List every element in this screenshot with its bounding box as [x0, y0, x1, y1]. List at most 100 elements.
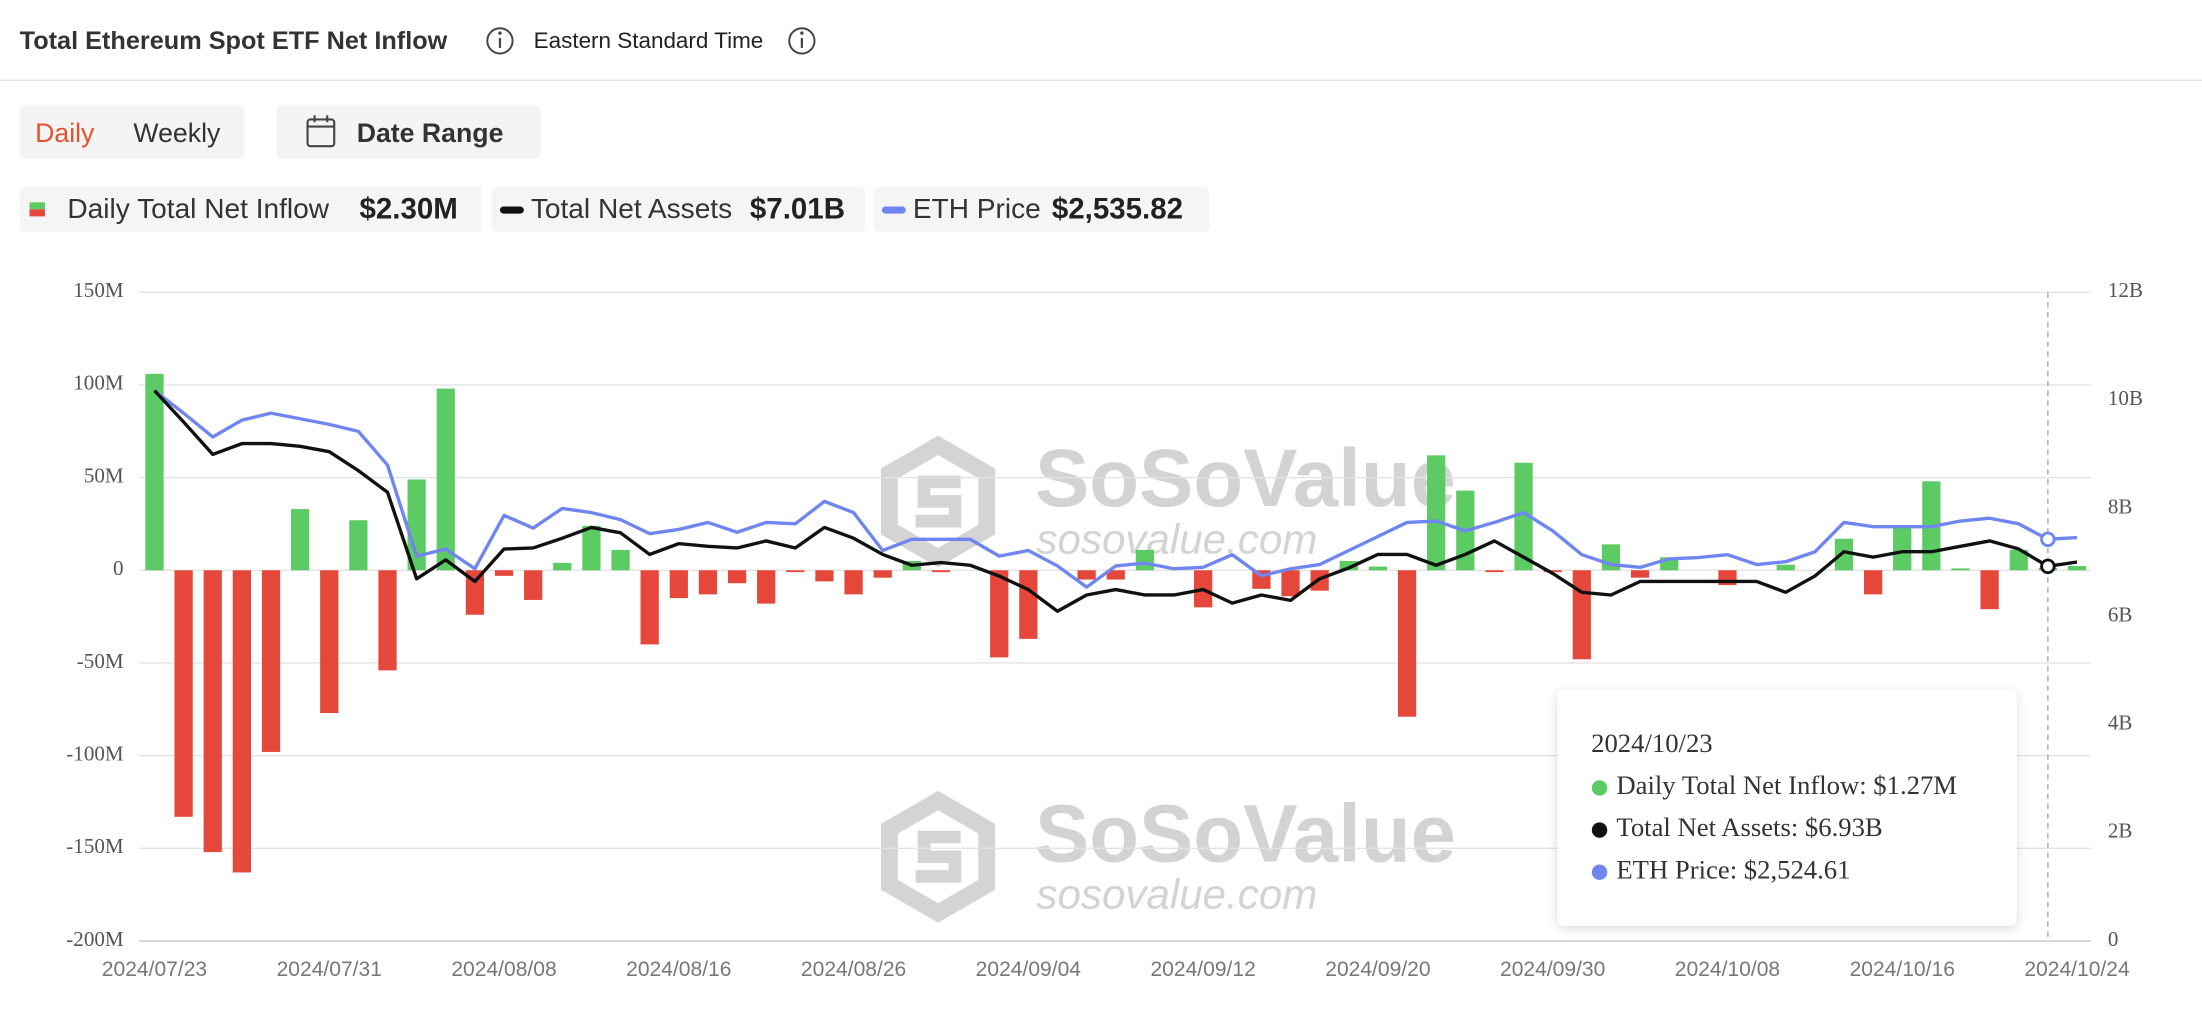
y-tick-label: 100M [73, 371, 124, 395]
tooltip-dot [1591, 822, 1608, 838]
y-tick-label: 150M [73, 278, 124, 302]
tooltip-dot [1591, 864, 1608, 880]
bar [873, 570, 892, 578]
tab-weekly[interactable]: Weekly [133, 118, 221, 148]
y-tick-label: -150M [66, 834, 124, 858]
bar [698, 570, 718, 595]
legend-swatch [499, 206, 524, 214]
legend-chip [19, 186, 482, 232]
hover-point [2040, 558, 2056, 575]
bar [524, 570, 543, 600]
bar [1077, 570, 1096, 580]
logo-s [915, 475, 962, 528]
legend-name: Total Net Assets [531, 193, 732, 224]
bar [320, 570, 339, 714]
bar [844, 570, 863, 595]
legend-swatch [881, 206, 906, 214]
bar [145, 373, 164, 571]
x-tick-label: 2024/10/08 [1675, 958, 1780, 981]
x-tick-label: 2024/09/12 [1150, 958, 1255, 981]
watermark-site: sosovalue.com [1036, 871, 1317, 918]
tooltip-date: 2024/10/23 [1591, 728, 1713, 758]
bar [1485, 570, 1504, 573]
watermark-brand: SoSoValue [1035, 433, 1456, 524]
bar [1427, 455, 1446, 571]
bar [1135, 549, 1155, 571]
bar [1893, 525, 1912, 571]
x-tick-label: 2024/09/20 [1325, 958, 1430, 981]
bar [1397, 570, 1417, 717]
watermark: SoSoValuesosovalue.comSoSoValuesosovalue… [881, 433, 1456, 923]
y2-tick-label: 10B [2108, 386, 2143, 410]
bar [1980, 570, 1999, 610]
tooltip-item: Total Net Assets: $6.93B [1616, 812, 1882, 842]
legend-name: Daily Total Net Inflow [67, 193, 329, 224]
bar [465, 570, 485, 615]
legend-chip [873, 186, 1210, 232]
x-tick-label: 2024/10/24 [2024, 958, 2130, 981]
y-tick-label: 0 [113, 556, 124, 580]
legend-value: $2,535.82 [1052, 193, 1183, 226]
hover-point [2040, 531, 2056, 548]
bar [1630, 570, 1650, 578]
watermark-logo [881, 790, 996, 923]
plot: 150M 100M 50M 0 -50M -100M -150M -200M 12B 10B 8B 6… [66, 278, 2143, 981]
bar [640, 570, 659, 645]
watermark-site: sosovalue.com [1036, 515, 1317, 562]
x-tick-label: 2024/07/23 [102, 958, 207, 981]
bar [1106, 570, 1125, 580]
watermark-logo [881, 435, 996, 568]
date-range-label[interactable]: Date Range [357, 118, 504, 148]
bar [1514, 462, 1533, 571]
bar [261, 570, 281, 752]
bar [174, 570, 193, 817]
bar [349, 520, 368, 571]
y2-tick-label: 12B [2108, 278, 2143, 302]
logo-hex [881, 790, 996, 923]
bar [2009, 549, 2028, 571]
y-tick-label: -100M [66, 741, 124, 765]
bar [1834, 538, 1854, 571]
bar [407, 479, 426, 571]
bar [1776, 564, 1795, 571]
bar [232, 570, 251, 873]
logo-s [915, 830, 962, 883]
line [153, 389, 2078, 613]
y2-tick-label: 4B [2108, 711, 2133, 735]
y2-tick-label: 0 [2108, 927, 2119, 951]
info-icon[interactable] [788, 27, 816, 55]
bar [611, 549, 630, 571]
line [153, 389, 2078, 589]
tooltip [1557, 689, 2017, 926]
tab-daily[interactable]: Daily [35, 118, 95, 148]
x-tick-label: 2024/09/04 [976, 958, 1082, 981]
y2-tick-label: 6B [2108, 602, 2133, 626]
bar [990, 570, 1009, 658]
info-icon[interactable] [486, 27, 514, 55]
calendar-icon [306, 115, 336, 148]
x-tick-label: 2024/09/30 [1500, 958, 1605, 981]
x-tick-label: 2024/08/26 [801, 958, 906, 981]
legend-value: $7.01B [750, 193, 845, 226]
bar [1572, 570, 1591, 660]
bar [757, 570, 776, 604]
bar [582, 525, 601, 571]
logo-hex [881, 435, 996, 568]
legend-chip [491, 186, 866, 232]
bar [1951, 568, 1970, 571]
date-range-button[interactable] [276, 105, 541, 159]
bar [2067, 566, 2087, 571]
bar [1339, 561, 1358, 571]
bar [1863, 570, 1883, 595]
bar [1368, 566, 1388, 571]
y-tick-label: 50M [84, 463, 124, 487]
x-tick-label: 2024/08/16 [626, 958, 731, 981]
bar [1281, 570, 1300, 597]
bar [203, 570, 222, 853]
bar [1019, 570, 1038, 639]
bar [931, 570, 951, 573]
y-tick-label: -200M [66, 927, 124, 951]
bar [553, 562, 572, 571]
y2-tick-label: 2B [2108, 819, 2133, 843]
